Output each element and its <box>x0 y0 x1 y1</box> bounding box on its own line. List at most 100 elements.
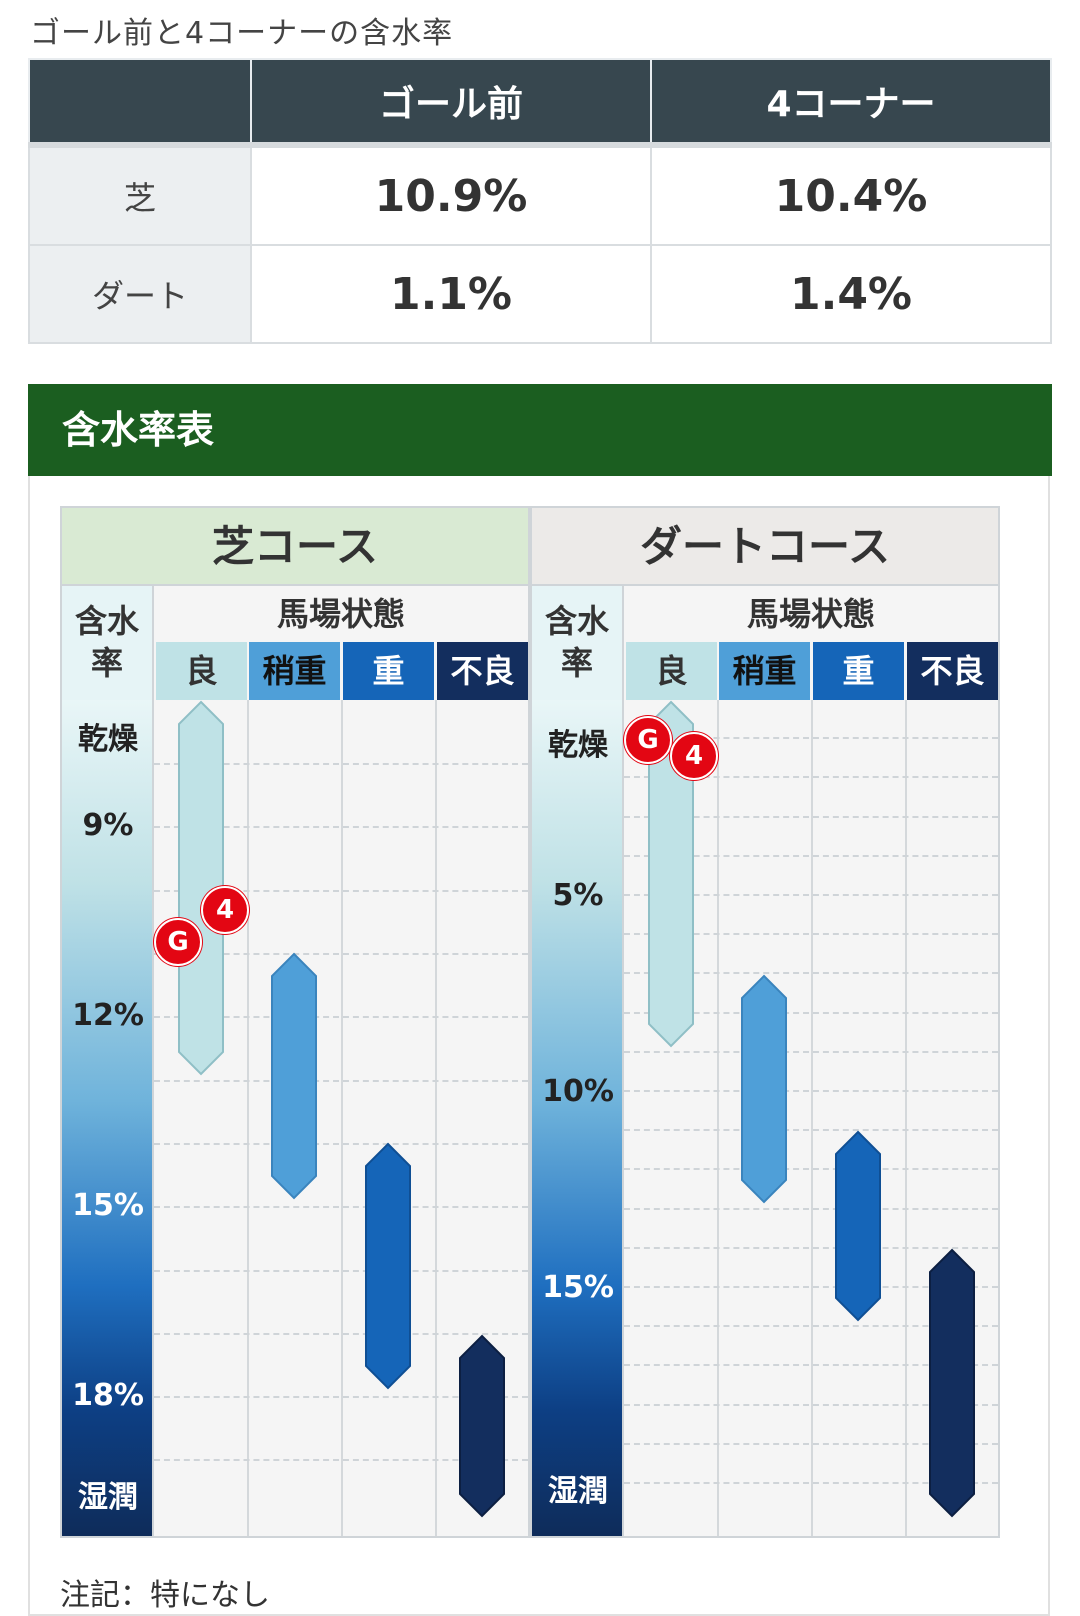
grid-line <box>624 1482 998 1484</box>
scale-tick-15: 15% <box>72 1188 144 1223</box>
track-condition-header: 馬場状態 <box>154 586 528 642</box>
goal-column-header: ゴール前 <box>250 58 652 148</box>
range-bar-yayaomo <box>271 952 317 1200</box>
grid-divider <box>811 700 813 1536</box>
grid-line <box>624 1325 998 1327</box>
moisture-scale: 乾燥 9% 12% 15% 18% 湿潤 <box>62 700 154 1536</box>
scale-tick-18: 18% <box>72 1378 144 1413</box>
grid-line <box>154 1333 528 1335</box>
dirt-range-bars <box>648 700 975 1518</box>
corner-marker: 4 <box>670 732 718 780</box>
grid-line <box>624 933 998 935</box>
grid-line <box>154 953 528 955</box>
corner-column-header: 4コーナー <box>650 58 1052 148</box>
grid-line <box>624 1364 998 1366</box>
grid-divider <box>247 700 249 1536</box>
row-label-dirt: ダート <box>28 244 252 344</box>
condition-omo: 重 <box>811 642 904 700</box>
grid-line <box>624 1012 998 1014</box>
scale-tick-10: 10% <box>542 1074 614 1109</box>
track-condition-header: 馬場状態 <box>624 586 998 642</box>
grid-line <box>624 855 998 857</box>
scale-wet-label: 湿潤 <box>548 1474 608 1509</box>
grid-divider <box>435 700 437 1536</box>
table-row: 芝 10.9% 10.4% <box>28 144 1052 246</box>
turf-corner-value: 10.4% <box>650 144 1052 246</box>
grid-line <box>154 1080 528 1082</box>
grid-line <box>154 826 528 828</box>
grid-line <box>624 1051 998 1053</box>
grid-line <box>624 972 998 974</box>
turf-goal-value: 10.9% <box>250 144 652 246</box>
grid-line <box>624 737 998 739</box>
condition-yayaomo: 稍重 <box>247 642 340 700</box>
dirt-course-panel: ダートコース 含水 率 馬場状態 良 稍重 重 不良 乾燥 5% 10% 15%… <box>530 506 1000 1538</box>
table-row: ダート 1.1% 1.4% <box>28 244 1052 344</box>
corner-marker: 4 <box>201 886 249 934</box>
grid-line <box>624 1168 998 1170</box>
dirt-range-grid: G 4 <box>624 700 998 1536</box>
dirt-panel-title: ダートコース <box>532 508 998 586</box>
grid-line <box>624 1129 998 1131</box>
grid-line <box>624 1247 998 1249</box>
rate-header-line1: 含水 <box>544 602 609 640</box>
turf-range-grid: G 4 <box>154 700 528 1536</box>
rate-header-line2: 率 <box>90 644 123 682</box>
grid-line <box>154 1206 528 1208</box>
row-label-turf: 芝 <box>28 144 252 246</box>
moisture-summary-table: ゴール前 4コーナー 芝 10.9% 10.4% ダート 1.1% 1.4% <box>28 58 1052 344</box>
range-bar-ryo <box>178 700 224 1076</box>
dirt-corner-value: 1.4% <box>650 244 1052 344</box>
scale-tick-15: 15% <box>542 1270 614 1305</box>
moisture-rate-header: 含水 率 <box>62 586 154 700</box>
grid-line <box>624 1208 998 1210</box>
grid-line <box>154 1270 528 1272</box>
grid-line <box>154 763 528 765</box>
section-caption: ゴール前と4コーナーの含水率 <box>30 16 454 51</box>
grid-divider <box>905 700 907 1536</box>
dirt-goal-value: 1.1% <box>250 244 652 344</box>
turf-panel-title: 芝コース <box>62 508 528 586</box>
scale-wet-label: 湿潤 <box>78 1480 138 1515</box>
scale-tick-5: 5% <box>552 878 604 913</box>
grid-line <box>624 776 998 778</box>
moisture-chart-section: 芝コース 含水 率 馬場状態 良 稍重 重 不良 乾燥 9% 12% 15% 1… <box>28 476 1050 1616</box>
grid-line <box>154 890 528 892</box>
grid-line <box>624 894 998 896</box>
scale-dry-label: 乾燥 <box>548 728 608 763</box>
scale-tick-12: 12% <box>72 998 144 1033</box>
grid-line <box>624 1404 998 1406</box>
rate-header-line2: 率 <box>560 644 593 682</box>
grid-line <box>624 816 998 818</box>
range-bar-furyo <box>459 1334 505 1518</box>
grid-divider <box>341 700 343 1536</box>
rate-header-line1: 含水 <box>74 602 139 640</box>
table-corner-header <box>28 58 252 148</box>
condition-ryo: 良 <box>154 642 247 700</box>
moisture-rate-header: 含水 率 <box>532 586 624 700</box>
goal-marker: G <box>154 918 202 966</box>
range-bar-yayaomo <box>741 974 787 1204</box>
range-bar-omo <box>365 1142 411 1390</box>
scale-dry-label: 乾燥 <box>78 722 138 757</box>
condition-omo: 重 <box>341 642 434 700</box>
condition-ryo: 良 <box>624 642 717 700</box>
condition-yayaomo: 稍重 <box>717 642 810 700</box>
condition-furyo: 不良 <box>905 642 998 700</box>
grid-line <box>624 1286 998 1288</box>
range-bar-furyo <box>929 1248 975 1518</box>
grid-line <box>624 1443 998 1445</box>
condition-furyo: 不良 <box>435 642 528 700</box>
section-title-bar: 含水率表 <box>28 384 1052 476</box>
turf-course-panel: 芝コース 含水 率 馬場状態 良 稍重 重 不良 乾燥 9% 12% 15% 1… <box>60 506 530 1538</box>
grid-line <box>624 1090 998 1092</box>
turf-range-bars <box>178 700 505 1518</box>
grid-divider <box>717 700 719 1536</box>
scale-tick-9: 9% <box>82 808 134 843</box>
grid-line <box>154 1459 528 1461</box>
moisture-scale: 乾燥 5% 10% 15% 湿潤 <box>532 700 624 1536</box>
range-bar-omo <box>835 1130 881 1322</box>
grid-line <box>154 1396 528 1398</box>
note-text: 注記：特になし <box>60 1578 270 1613</box>
grid-line <box>154 1016 528 1018</box>
